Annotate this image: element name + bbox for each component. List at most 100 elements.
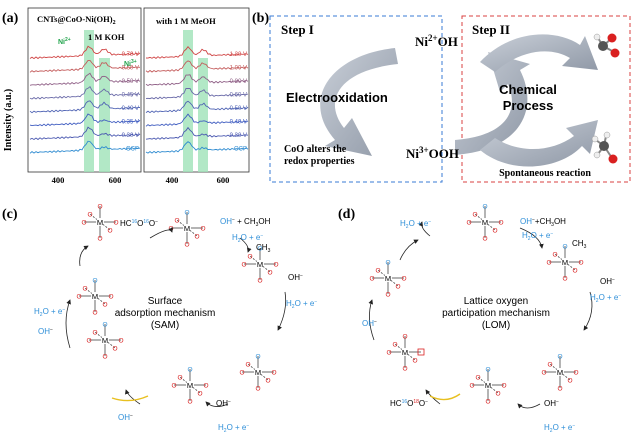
oxygen-atom: O — [187, 367, 192, 374]
potential-label: 0.80 V — [230, 79, 247, 85]
lom-line2: participation mechanism — [442, 308, 550, 319]
reaction-arrow — [124, 389, 141, 405]
oxygen-atom: O — [475, 375, 480, 382]
reaction-arrow — [205, 401, 229, 407]
potential-label: 0.30 V — [122, 133, 139, 139]
lom-water-e-right: H2O + e− — [590, 293, 621, 304]
oxygen-atom: O — [92, 278, 97, 285]
oxygen-atom: O — [562, 276, 567, 283]
oxygen-atom: O — [369, 276, 374, 283]
spectrum-line — [145, 113, 249, 127]
sam-line1: Surface — [148, 296, 183, 307]
bond — [179, 376, 191, 386]
right-plot-frame — [143, 7, 250, 173]
chemical-line2: Process — [503, 98, 554, 113]
oxygen-atom: O — [247, 254, 252, 261]
left-tick-400: 400 — [52, 175, 65, 185]
potential-label: 0.50 V — [122, 79, 139, 85]
oxygen-atom: O — [267, 270, 272, 277]
metal-bg — [254, 368, 262, 376]
methanol-molecule — [591, 131, 618, 164]
metal-atom: M — [482, 218, 488, 227]
spectrum-line — [29, 100, 141, 114]
spectrum-line — [145, 126, 249, 140]
oxygen-atom: O — [92, 310, 97, 317]
electrooxidation-label: Electrooxidation — [286, 90, 388, 105]
oxygen-atom: O — [112, 346, 117, 353]
sam-oh-bottom: OH− — [118, 413, 133, 422]
metal-atom: M — [562, 258, 568, 267]
oxygen-atom: O — [171, 383, 176, 390]
reaction-arrow — [418, 221, 431, 237]
sam-water-e-left: H2O + e− — [34, 307, 65, 318]
bond — [549, 363, 561, 373]
oxygen-atom: O — [573, 370, 578, 377]
oxygen-atom: O — [239, 370, 244, 377]
bond — [84, 287, 96, 297]
oxygen-atom: O — [385, 260, 390, 267]
electrooxidation-arrow — [320, 48, 398, 156]
oxygen-atom: O — [469, 383, 474, 390]
oxygen-atom: O — [102, 354, 107, 361]
lom-oh-left: OH− — [362, 319, 377, 328]
ni3ooh-text: Ni3+OOH — [406, 145, 459, 161]
oxygen-atom: O — [245, 362, 250, 369]
bond — [249, 255, 261, 265]
potential-label: 0.40 V — [122, 106, 139, 112]
potential-label: 1.00 V — [230, 66, 247, 72]
metal-bg — [484, 381, 492, 389]
sam-oh-right: OH− — [288, 273, 303, 282]
panel-b-label: (b) — [252, 11, 269, 26]
oxygen-atom: O — [482, 204, 487, 211]
oxygen-atom: O — [395, 284, 400, 291]
bond — [176, 219, 188, 229]
metal-atom: M — [402, 348, 408, 357]
left-potential-labels: 0.70 V 0.60 V 0.50 V 0.45 V 0.40 V 0.35 V 0.30… — [122, 52, 139, 153]
sam-line3: (SAM) — [151, 320, 179, 331]
panel-b: (b) Step I Step II Ni2+OH Ni3+OOH Electr… — [252, 11, 631, 183]
potential-label: 0.60 V — [230, 93, 247, 99]
panel-c-label: (c) — [2, 207, 18, 222]
reaction-arrow — [149, 227, 174, 239]
oxygen-atom: O — [492, 228, 497, 235]
metal-bg — [183, 224, 191, 232]
lom-line3: (LOM) — [482, 320, 510, 331]
chemical-line1: Chemical — [499, 82, 557, 97]
oxygen-atom: O — [87, 212, 92, 219]
spectrum-line — [29, 86, 141, 100]
panel-a-label: (a) — [2, 11, 19, 26]
spectrum-line — [145, 100, 249, 114]
reaction-arrow — [399, 239, 419, 261]
bond — [477, 376, 489, 386]
oxygen-atom: O — [265, 378, 270, 385]
oxygen-atom: O — [412, 358, 417, 365]
oxygen-atom: O — [273, 262, 278, 269]
lom-oh-bottom-right: OH− — [544, 399, 559, 408]
potential-label: 0.40 V — [230, 120, 247, 126]
spectrum-line — [29, 72, 141, 86]
reaction-arrow — [277, 291, 287, 331]
spectrum-line — [29, 45, 141, 60]
lom-water-e-top: H2O + e− — [522, 231, 553, 242]
oxygen-atom: O — [184, 210, 189, 217]
oxygen-atom: O — [567, 378, 572, 385]
ni2-label: Ni2+ — [58, 37, 71, 46]
chemical-arrow-back — [455, 52, 530, 155]
lom-formate-release: HC16O18O− — [390, 399, 428, 408]
sam-formate-release: HC16O16O− — [120, 219, 158, 228]
right-potential-labels: 1.20 V 1.00 V 0.80 V 0.60 V 0.50 V 0.40 V 0.30… — [230, 52, 247, 153]
bond — [554, 253, 566, 263]
oxygen-atom: O — [501, 383, 506, 390]
potential-label: 1.20 V — [230, 52, 247, 58]
step2-title: Step II — [472, 22, 510, 37]
bond — [94, 331, 106, 341]
oxygen-atom: O — [557, 354, 562, 361]
spectrum-line — [29, 59, 141, 73]
left-spectra — [29, 45, 141, 154]
reaction-arrow — [368, 299, 375, 341]
oxygen-atom: O — [498, 220, 503, 227]
bond — [484, 221, 496, 231]
oxygen-atom: O — [197, 391, 202, 398]
